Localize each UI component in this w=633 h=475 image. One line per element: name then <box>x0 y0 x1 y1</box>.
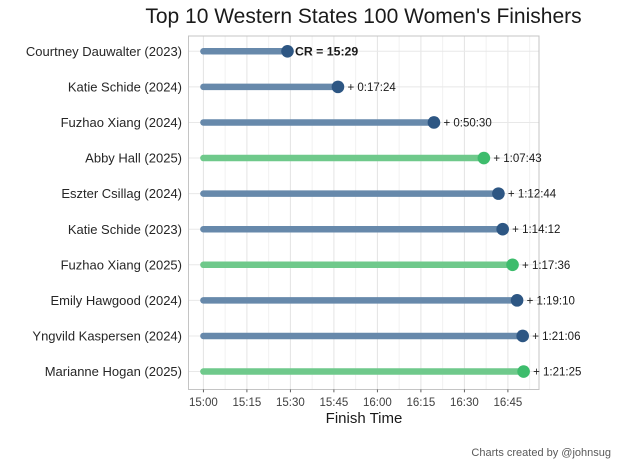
lollipop-dot <box>516 329 529 343</box>
value-label: + 1:21:06 <box>532 331 580 343</box>
x-tick-label: 15:15 <box>233 397 262 409</box>
value-label: + 1:19:10 <box>527 295 575 307</box>
lollipop-dot <box>496 222 509 236</box>
x-tick-label: 15:00 <box>189 397 218 409</box>
category-label: Fuzhao Xiang (2024) <box>61 115 182 130</box>
value-label: + 1:07:43 <box>493 153 541 165</box>
panel-border <box>188 35 540 390</box>
value-label: + 1:12:44 <box>508 189 557 201</box>
category-label: Marianne Hogan (2025) <box>45 364 182 379</box>
lollipop-dot <box>427 116 441 129</box>
lollipop-dot <box>506 258 519 272</box>
x-tick-label: 16:15 <box>407 397 436 409</box>
value-label: + 1:21:25 <box>533 367 581 379</box>
value-label: + 0:17:24 <box>347 82 396 94</box>
category-label: Katie Schide (2023) <box>68 222 182 237</box>
x-tick-label: 15:45 <box>320 397 349 409</box>
value-label: + 0:50:30 <box>443 117 491 129</box>
category-label: Katie Schide (2024) <box>68 79 182 94</box>
value-label: CR = 15:29 <box>295 44 358 58</box>
chart-title: Top 10 Western States 100 Women's Finish… <box>145 5 582 28</box>
lollipop-dot <box>492 187 505 200</box>
lollipop-dot <box>517 365 530 378</box>
x-axis-title: Finish Time <box>325 410 403 427</box>
category-label: Yngvild Kaspersen (2024) <box>32 329 182 344</box>
chart-caption: Charts created by @johnsug <box>471 447 611 459</box>
category-label: Emily Hawgood (2024) <box>50 293 182 308</box>
lollipop-dot <box>281 45 294 58</box>
category-label: Courtney Dauwalter (2023) <box>26 44 182 59</box>
value-label: + 1:14:12 <box>512 224 560 236</box>
category-label: Eszter Csillag (2024) <box>61 186 182 201</box>
x-tick-label: 15:30 <box>276 397 305 409</box>
lollipop-dot <box>510 294 524 307</box>
x-tick-label: 16:00 <box>363 397 392 409</box>
x-tick-label: 16:30 <box>450 397 479 409</box>
x-tick-label: 16:45 <box>494 397 523 409</box>
value-label: + 1:17:36 <box>522 260 570 272</box>
lollipop-dot <box>477 151 491 165</box>
category-label: Abby Hall (2025) <box>85 151 182 166</box>
category-label: Fuzhao Xiang (2025) <box>61 257 182 272</box>
lollipop-dot <box>331 80 345 94</box>
